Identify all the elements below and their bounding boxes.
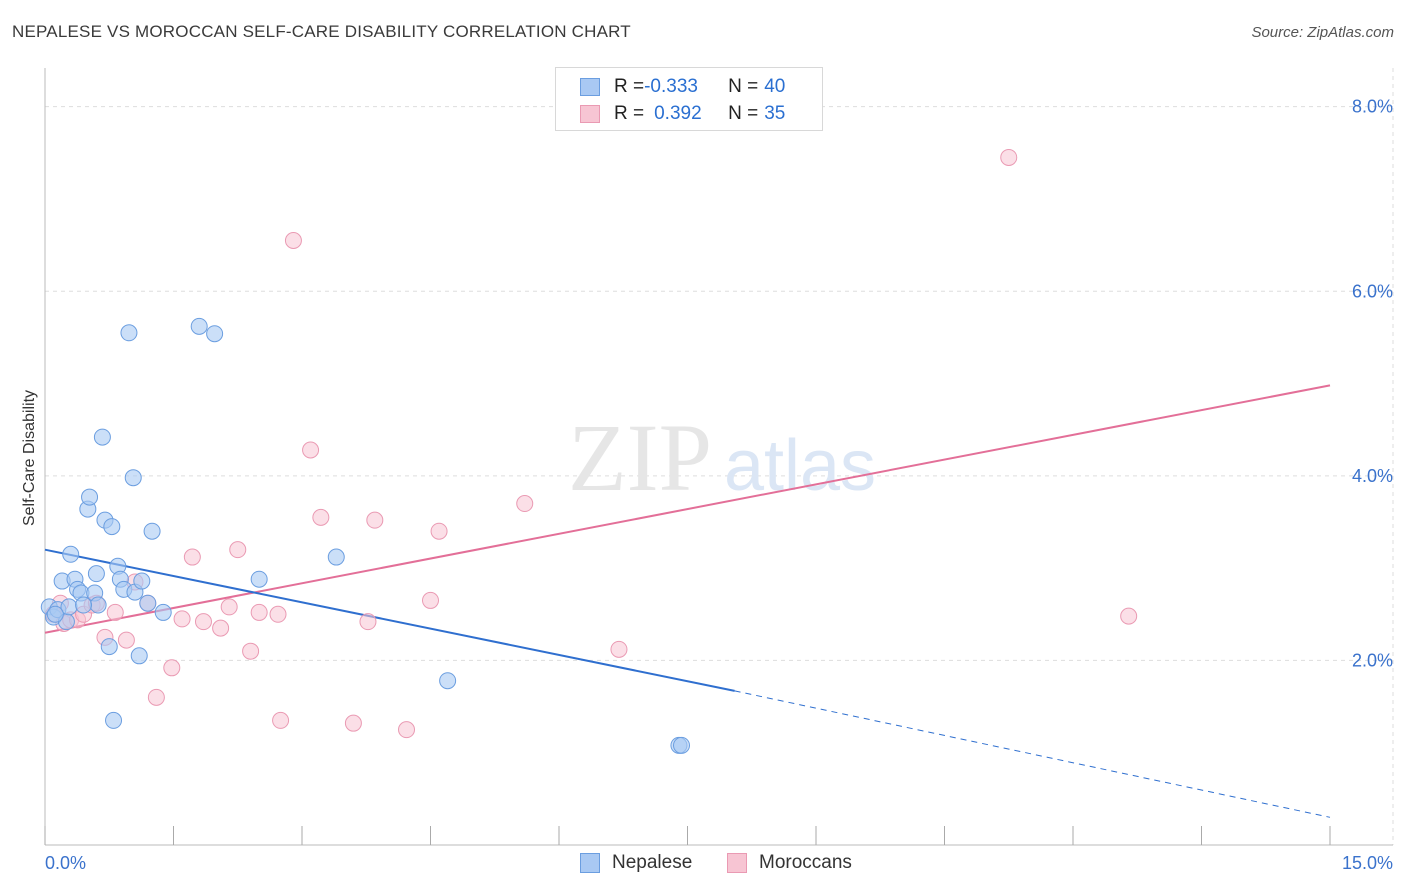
source-label: Source: ZipAtlas.com: [1251, 24, 1394, 41]
nepalese-point: [87, 565, 105, 583]
moroccans-point: [312, 508, 330, 526]
moroccans-point: [269, 605, 287, 623]
y-tick-label: 4.0%: [1352, 466, 1393, 486]
legend-row-moroccans: R = 0.392 N = 35: [556, 101, 785, 127]
y-tick-label: 2.0%: [1352, 650, 1393, 670]
legend-n-label: N =: [728, 76, 759, 97]
x-tick-label: 15.0%: [1342, 853, 1393, 873]
nepalese-point: [130, 647, 148, 665]
moroccans-point: [422, 591, 439, 609]
nepalese-trend-line: [44, 548, 735, 692]
nepalese-point: [103, 518, 121, 536]
nepalese-point: [89, 596, 107, 614]
moroccans-point: [212, 619, 230, 637]
nepalese-point: [120, 324, 138, 342]
legend-n-label: N =: [728, 103, 759, 124]
moroccans-point: [183, 548, 201, 566]
moroccans-point: [1000, 148, 1018, 166]
moroccans-point: [229, 541, 247, 559]
moroccans-point: [242, 642, 260, 660]
nepalese-point: [143, 522, 161, 540]
y-tick-label: 6.0%: [1352, 281, 1393, 301]
watermark-atlas: atlas: [724, 426, 876, 506]
moroccans-point: [117, 631, 135, 649]
y-axis-label: Self-Care Disability: [21, 390, 38, 526]
moroccans-point: [272, 711, 290, 729]
nepalese-point: [327, 548, 345, 566]
stats-legend: R = -0.333 N = 40 R = 0.392 N = 35: [555, 67, 823, 131]
legend-label-nepalese: Nepalese: [612, 852, 693, 873]
moroccans-point: [220, 598, 238, 616]
nepalese-point: [139, 594, 157, 612]
nepalese-point: [154, 603, 172, 621]
moroccans-point: [250, 603, 268, 621]
moroccans-point: [173, 610, 191, 628]
chart-title: NEPALESE VS MOROCCAN SELF-CARE DISABILIT…: [12, 22, 631, 41]
legend-n-value: 35: [764, 103, 786, 124]
moroccans-point: [366, 511, 384, 529]
nepalese-point: [105, 711, 123, 729]
nepalese-point: [124, 469, 142, 487]
legend-label-moroccans: Moroccans: [759, 852, 852, 873]
moroccans-point: [344, 714, 362, 732]
moroccans-point: [398, 721, 416, 739]
legend-r-value: 0.392: [654, 103, 702, 124]
legend-item-nepalese[interactable]: Nepalese: [580, 852, 692, 874]
moroccans-point: [1120, 607, 1138, 625]
legend-item-moroccans[interactable]: Moroccans: [727, 852, 852, 874]
nepalese-point: [46, 605, 64, 623]
moroccans-legend-swatch: [727, 853, 747, 873]
legend-row-nepalese: R = -0.333 N = 40: [556, 74, 785, 100]
moroccans-swatch: [580, 105, 600, 123]
nepalese-point: [206, 325, 224, 343]
moroccans-point: [284, 232, 302, 250]
moroccans-point: [163, 659, 181, 677]
legend-r-label: R =: [614, 103, 645, 124]
x-tick-label: 0.0%: [45, 853, 86, 873]
watermark-zip: ZIP: [568, 404, 712, 511]
nepalese-legend-swatch: [580, 853, 600, 873]
nepalese-point: [250, 570, 268, 588]
nepalese-trend-extension: [734, 690, 1331, 818]
nepalese-point: [93, 428, 111, 446]
moroccans-point: [359, 613, 377, 631]
nepalese-swatch: [580, 78, 600, 96]
moroccans-point: [194, 613, 212, 631]
nepalese-point: [673, 736, 691, 754]
legend-r-label: R =: [614, 76, 645, 97]
legend-r-value: -0.333: [644, 76, 698, 97]
nepalese-point: [62, 545, 80, 563]
moroccans-trend-line: [44, 384, 1331, 634]
moroccans-point: [610, 640, 628, 658]
legend-n-value: 40: [764, 76, 786, 97]
nepalese-point: [81, 488, 99, 506]
nepalese-point: [439, 672, 457, 690]
moroccans-point: [147, 688, 165, 706]
nepalese-point: [75, 596, 93, 614]
nepalese-point: [133, 572, 151, 590]
moroccans-point: [430, 522, 448, 540]
moroccans-point: [516, 495, 534, 513]
y-tick-label: 8.0%: [1352, 97, 1393, 117]
moroccans-point: [106, 603, 124, 621]
nepalese-point: [100, 638, 118, 656]
moroccans-point: [302, 441, 320, 459]
nepalese-point: [190, 317, 208, 335]
